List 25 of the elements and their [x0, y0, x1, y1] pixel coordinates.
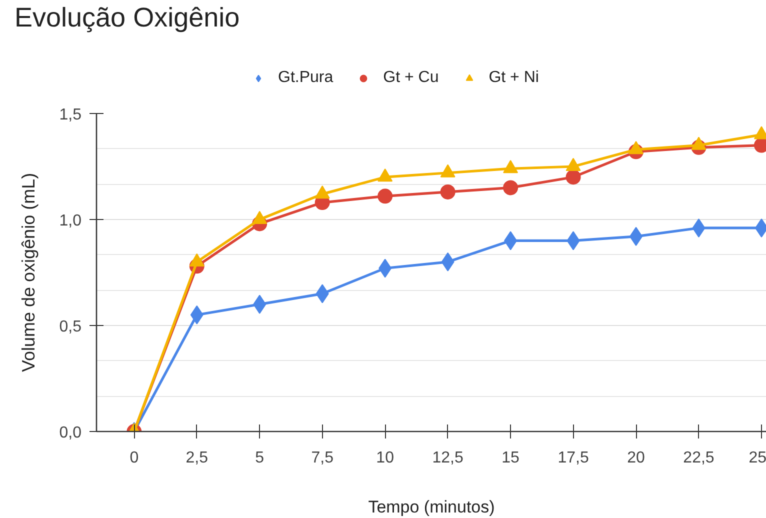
point — [378, 188, 393, 204]
legend-label: Gt + Ni — [488, 69, 539, 87]
x-axis-title: Tempo (minutos) — [368, 498, 495, 516]
x-tick-label: 22,5 — [683, 450, 714, 466]
x-tick-label: 12,5 — [432, 450, 464, 466]
legend-label: Gt.Pura — [278, 69, 334, 87]
x-tick-label: 25 — [748, 450, 766, 466]
x-tick-label: 15 — [502, 450, 520, 466]
x-tick-label: 2,5 — [186, 450, 208, 466]
x-tick-label: 10 — [376, 450, 394, 466]
y-tick-label: 1,0 — [59, 212, 82, 230]
x-tick-label: 5 — [255, 450, 264, 466]
x-tick-label: 17,5 — [558, 450, 589, 466]
point — [503, 180, 518, 196]
y-tick-label: 0,5 — [59, 318, 82, 336]
point — [566, 170, 581, 185]
x-tick-label: 7,5 — [311, 450, 334, 466]
y-tick-label: 1,5 — [59, 106, 82, 124]
point — [440, 184, 456, 200]
x-tick-label: 20 — [627, 450, 646, 466]
x-tick-label: 0 — [130, 450, 139, 466]
chart-title: Evolução Oxigênio — [14, 2, 240, 32]
y-tick-label: 0,0 — [59, 424, 82, 442]
y-axis-title: Volume de oxigênio (mL) — [18, 172, 38, 372]
legend-label: Gt + Cu — [383, 69, 439, 87]
